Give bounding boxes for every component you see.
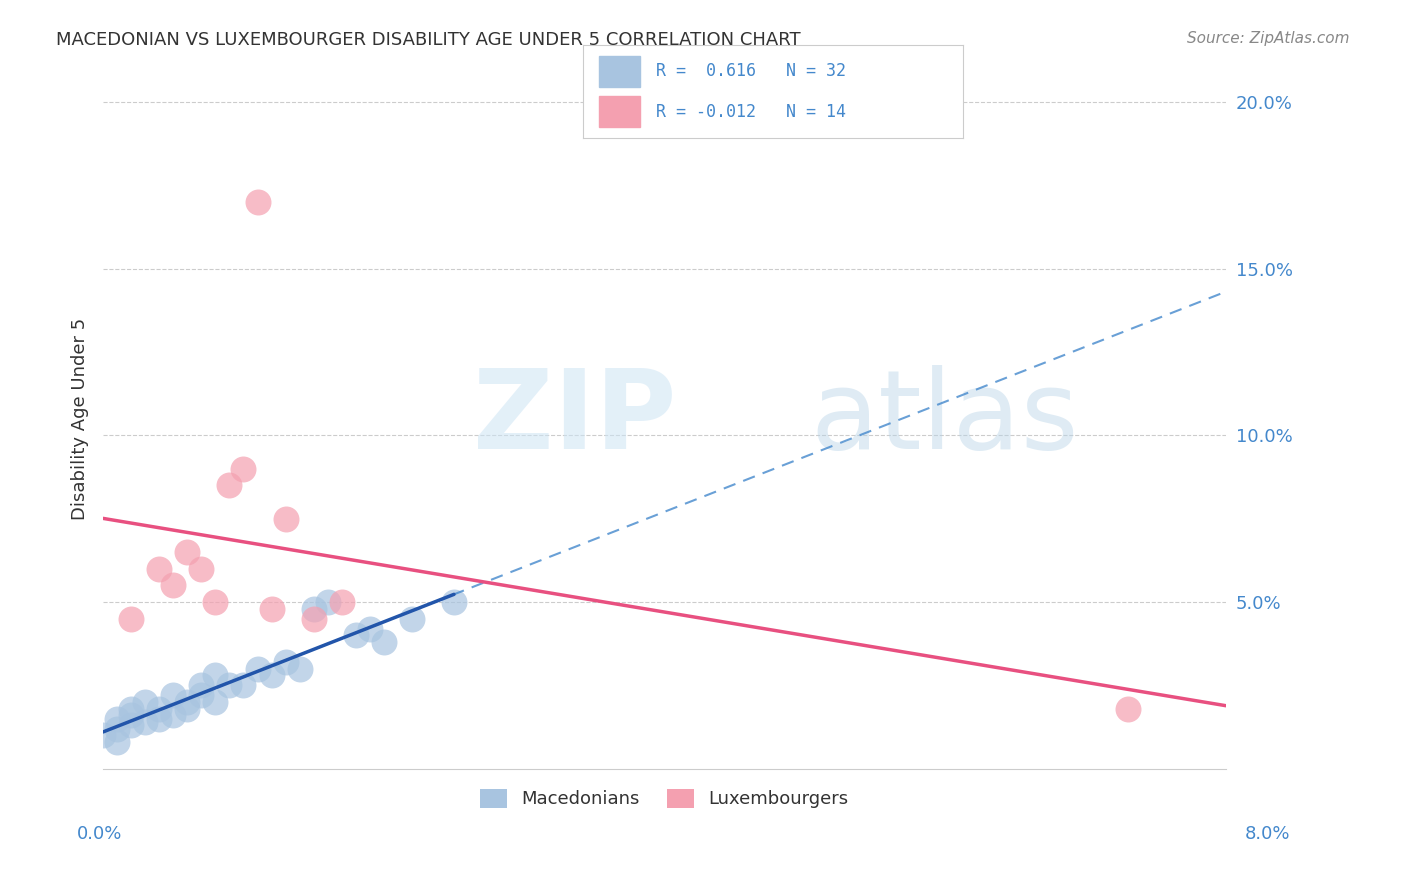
Point — [204, 695, 226, 709]
Point — [330, 595, 353, 609]
Point — [359, 622, 381, 636]
Point — [148, 712, 170, 726]
Point — [105, 722, 128, 736]
Point — [190, 678, 212, 692]
Text: R =  0.616   N = 32: R = 0.616 N = 32 — [655, 62, 845, 79]
Point — [260, 668, 283, 682]
Text: R = -0.012   N = 14: R = -0.012 N = 14 — [655, 103, 845, 121]
Point — [218, 678, 240, 692]
Point — [274, 511, 297, 525]
Point — [204, 595, 226, 609]
Point — [344, 628, 367, 642]
Point — [190, 561, 212, 575]
Text: Source: ZipAtlas.com: Source: ZipAtlas.com — [1187, 31, 1350, 46]
Point — [302, 612, 325, 626]
Text: 8.0%: 8.0% — [1246, 825, 1291, 843]
Text: atlas: atlas — [810, 365, 1078, 472]
Point — [401, 612, 423, 626]
Point — [134, 695, 156, 709]
Point — [120, 718, 142, 732]
Point — [288, 662, 311, 676]
Point — [232, 461, 254, 475]
Point — [246, 662, 269, 676]
Point — [148, 701, 170, 715]
Point — [176, 701, 198, 715]
Point — [105, 735, 128, 749]
Point — [204, 668, 226, 682]
Point — [260, 601, 283, 615]
Point — [120, 708, 142, 723]
Point — [120, 612, 142, 626]
Point — [148, 561, 170, 575]
Point — [246, 194, 269, 209]
Point — [274, 655, 297, 669]
Text: MACEDONIAN VS LUXEMBOURGER DISABILITY AGE UNDER 5 CORRELATION CHART: MACEDONIAN VS LUXEMBOURGER DISABILITY AG… — [56, 31, 801, 49]
Point — [91, 728, 114, 742]
Point — [373, 635, 395, 649]
Point — [190, 688, 212, 702]
Point — [162, 578, 184, 592]
Y-axis label: Disability Age Under 5: Disability Age Under 5 — [72, 318, 89, 520]
Bar — [599, 96, 641, 127]
Text: ZIP: ZIP — [472, 365, 676, 472]
Point — [218, 478, 240, 492]
Point — [120, 701, 142, 715]
Point — [443, 595, 465, 609]
Point — [176, 545, 198, 559]
Text: 0.0%: 0.0% — [77, 825, 122, 843]
Legend: Macedonians, Luxembourgers: Macedonians, Luxembourgers — [472, 781, 856, 815]
Point — [134, 714, 156, 729]
Point — [302, 601, 325, 615]
Point — [232, 678, 254, 692]
Point — [162, 708, 184, 723]
Point — [105, 712, 128, 726]
Point — [176, 695, 198, 709]
Bar — [599, 56, 641, 87]
Point — [316, 595, 339, 609]
Point — [1116, 701, 1139, 715]
Point — [162, 688, 184, 702]
